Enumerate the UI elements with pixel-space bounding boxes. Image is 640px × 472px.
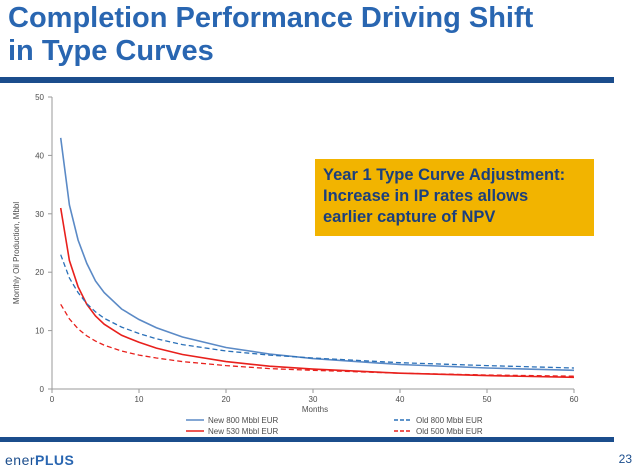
legend-label-2: New 530 Mbbl EUR — [208, 427, 278, 436]
footer-divider — [0, 437, 614, 442]
x-tick-label: 10 — [135, 395, 144, 404]
y-axis-title: Monthly Oil Production, Mbbl — [12, 202, 21, 304]
x-axis-title: Months — [302, 405, 328, 414]
y-tick-label: 0 — [40, 385, 45, 394]
x-tick-label: 50 — [483, 395, 492, 404]
slide-title-line-2: in Type Curves — [8, 35, 214, 67]
x-tick-label: 40 — [396, 395, 405, 404]
series-line-3 — [60, 254, 575, 369]
legend-label-4: Old 500 Mbbl EUR — [416, 427, 483, 436]
title-divider — [0, 77, 614, 83]
slide-title-line-1: Completion Performance Driving Shift — [8, 2, 534, 34]
y-tick-label: 50 — [35, 93, 44, 102]
logo-text-part-1: ener — [5, 452, 36, 468]
y-tick-label: 10 — [35, 327, 44, 336]
series-line-4 — [60, 303, 575, 377]
x-tick-label: 20 — [222, 395, 231, 404]
callout-box: Year 1 Type Curve Adjustment: Increase i… — [315, 159, 594, 236]
slide-title: Completion Performance Driving Shift in … — [8, 2, 533, 68]
x-tick-label: 60 — [570, 395, 579, 404]
production-chart: 0 10 20 30 40 50 0 10 20 30 40 50 60 Months Monthly Oi… — [12, 93, 579, 436]
callout-line-2: Increase in IP rates allows — [323, 187, 529, 205]
page-number: 23 — [618, 452, 632, 466]
x-tick-label: 0 — [50, 395, 55, 404]
callout-line-1: Year 1 Type Curve Adjustment: — [323, 166, 566, 184]
legend-label-3: Old 800 Mbbl EUR — [416, 416, 483, 425]
y-tick-label: 40 — [35, 151, 44, 160]
logo-text-part-2: PLUS — [35, 452, 75, 468]
legend-label-1: New 800 Mbbl EUR — [208, 416, 278, 425]
y-tick-label: 30 — [35, 210, 44, 219]
x-tick-label: 30 — [309, 395, 318, 404]
y-tick-label: 20 — [35, 268, 44, 277]
callout-line-3: earlier capture of NPV — [323, 208, 496, 226]
series-line-1 — [59, 137, 575, 372]
company-logo: enerPLUS — [5, 452, 74, 468]
